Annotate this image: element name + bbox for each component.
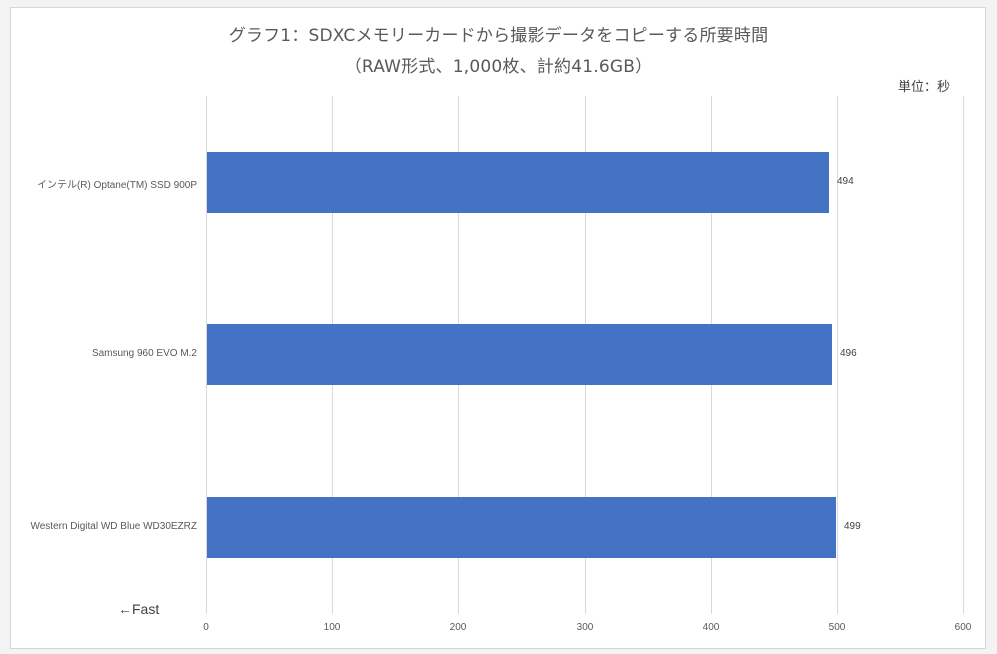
- unit-label: 単位：秒: [898, 80, 951, 95]
- chart-title: グラフ1：SDXCメモリーカードから撮影データをコピーする所要時間: [228, 26, 769, 46]
- bar-value-label: 499: [844, 521, 861, 532]
- bar: [207, 152, 829, 213]
- fast-annotation: ←Fast: [118, 601, 160, 617]
- chart-subtitle: （RAW形式、1,000枚、計約41.6GB）: [344, 57, 653, 77]
- gridline: [206, 96, 207, 614]
- gridline: [837, 96, 838, 614]
- x-tick-label: 600: [954, 622, 972, 633]
- bar-value-label: 496: [840, 348, 857, 359]
- x-tick-label: 300: [576, 622, 594, 633]
- category-label: Western Digital WD Blue WD30EZRZ: [30, 521, 197, 532]
- gridline: [963, 96, 964, 614]
- x-tick-label: 500: [828, 622, 846, 633]
- x-tick-label: 100: [323, 622, 341, 633]
- x-tick-label: 200: [449, 622, 467, 633]
- category-label: Samsung 960 EVO M.2: [91, 348, 197, 359]
- x-tick-label: 0: [203, 622, 209, 633]
- bar: [207, 497, 836, 558]
- x-tick-label: 400: [702, 622, 720, 633]
- bar: [207, 324, 832, 385]
- bar-value-label: 494: [837, 176, 854, 187]
- category-label: インテル(R) Optane(TM) SSD 900P: [36, 180, 197, 191]
